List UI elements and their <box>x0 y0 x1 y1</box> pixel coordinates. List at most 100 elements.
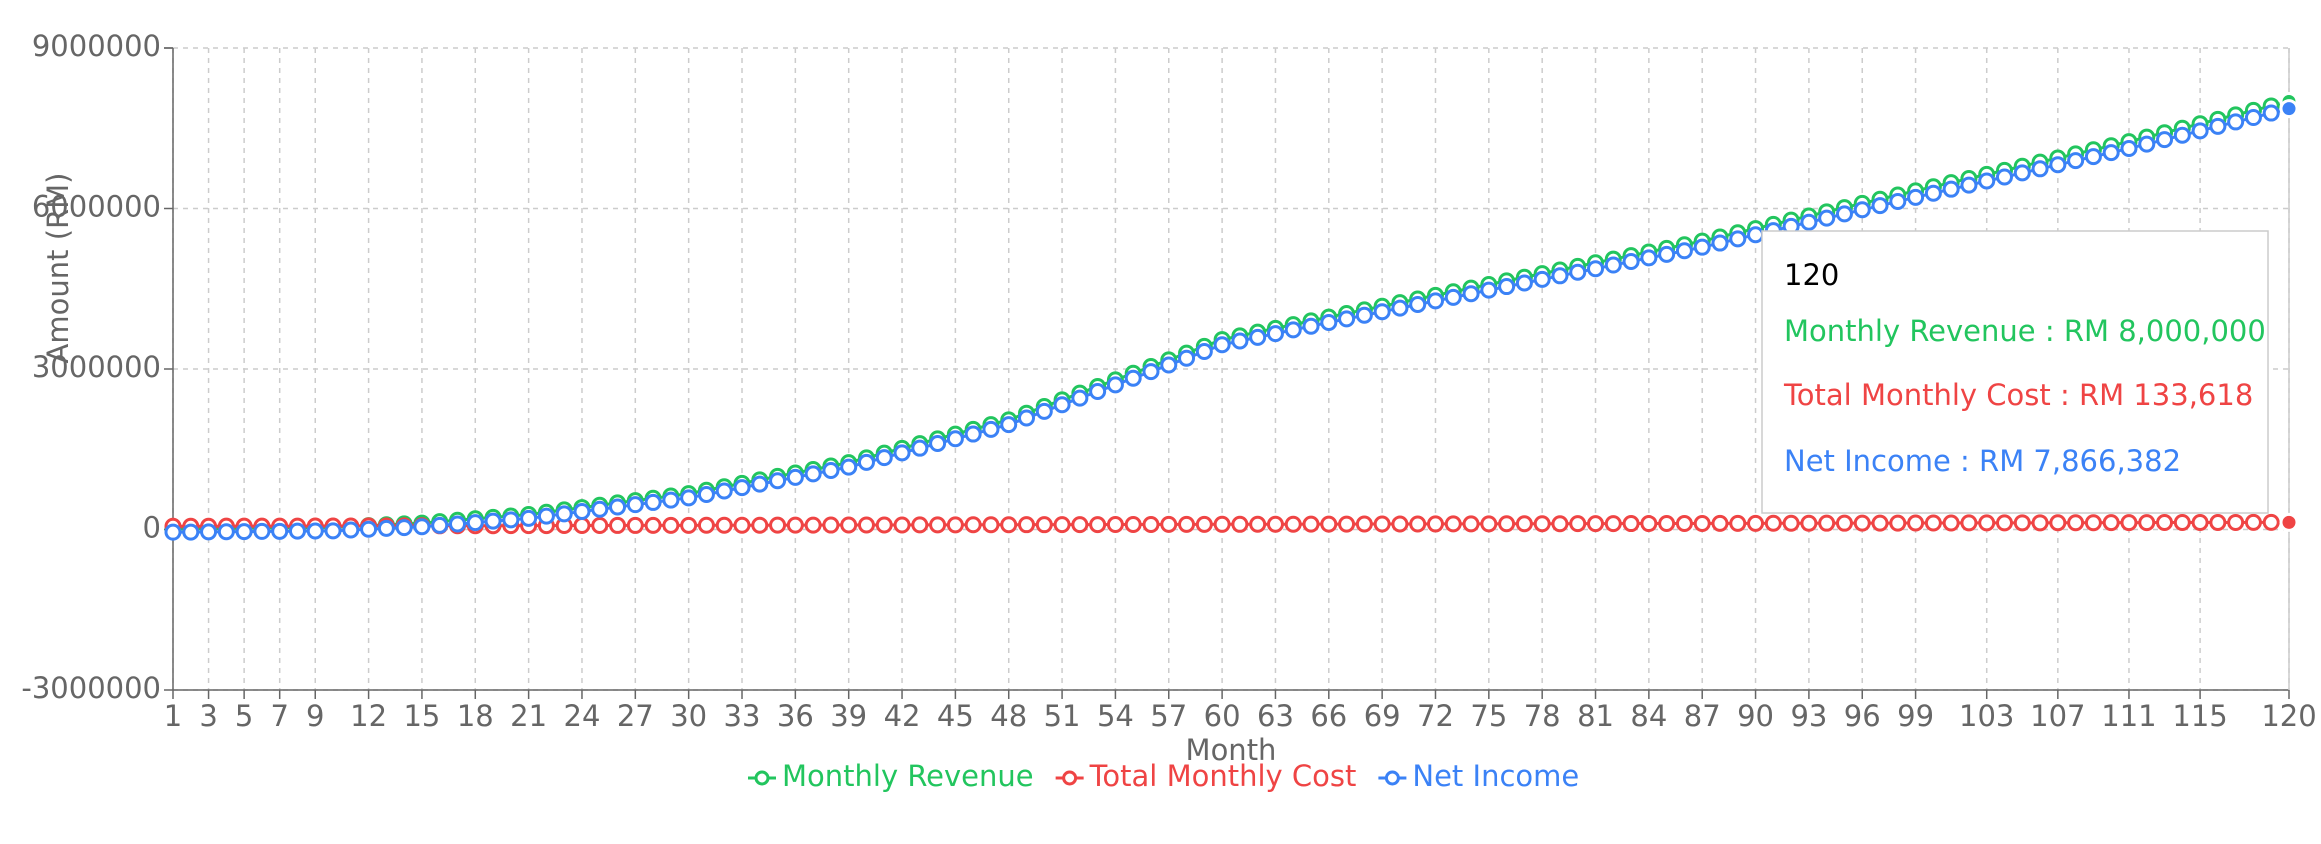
x-tick-label: 120 <box>2261 699 2316 733</box>
dot <box>1640 515 1658 533</box>
dot <box>591 516 609 534</box>
dot <box>626 496 644 514</box>
dot <box>1106 376 1124 394</box>
dot <box>1462 285 1480 303</box>
dot <box>893 516 911 534</box>
active-dot <box>2279 512 2299 532</box>
dot <box>1089 516 1107 534</box>
x-tick-label: 27 <box>617 699 654 733</box>
dot <box>1071 516 1089 534</box>
dot <box>786 516 804 534</box>
dot <box>1338 310 1356 328</box>
dot <box>413 518 431 536</box>
dot <box>2244 513 2262 531</box>
legend-label: Total Monthly Cost <box>1089 759 1357 793</box>
dot <box>1142 515 1160 533</box>
dot <box>1195 515 1213 533</box>
dot <box>964 516 982 534</box>
tooltip-box <box>1761 230 2269 514</box>
dot <box>2191 122 2209 140</box>
x-tick-label: 111 <box>2101 699 2156 733</box>
dot <box>733 516 751 534</box>
tooltip: 120 Monthly Revenue : RM 8,000,000 Total M… <box>1761 230 2269 514</box>
dot <box>662 516 680 534</box>
dot <box>306 522 324 540</box>
x-tick-label: 60 <box>1204 699 1241 733</box>
dot <box>1924 514 1942 532</box>
legend-label: Monthly Revenue <box>782 759 1034 793</box>
dot <box>1818 514 1836 532</box>
x-tick-label: 3 <box>199 699 217 733</box>
dot <box>929 435 947 453</box>
dot <box>1338 515 1356 533</box>
dot <box>253 522 271 540</box>
dot <box>1658 515 1676 533</box>
dot <box>982 516 1000 534</box>
x-tick-label: 5 <box>235 699 253 733</box>
dot <box>1498 515 1516 533</box>
x-tick-label: 78 <box>1524 699 1561 733</box>
dot <box>1391 299 1409 317</box>
dot <box>1480 515 1498 533</box>
dot <box>1747 226 1765 244</box>
dot <box>1889 514 1907 532</box>
x-tick-label: 7 <box>270 699 288 733</box>
dot <box>1320 515 1338 533</box>
dot <box>2120 139 2138 157</box>
tooltip-item: Monthly Revenue : RM 8,000,000 <box>1784 314 2266 348</box>
dot <box>2084 148 2102 166</box>
dot <box>1018 516 1036 534</box>
dot <box>680 516 698 534</box>
dot <box>769 516 787 534</box>
dot <box>1178 349 1196 367</box>
dot <box>2156 131 2174 149</box>
dot <box>662 491 680 509</box>
dot <box>751 516 769 534</box>
dot <box>1000 516 1018 534</box>
dot <box>929 516 947 534</box>
dot <box>2013 514 2031 532</box>
dot <box>1249 328 1267 346</box>
dot <box>1747 514 1765 532</box>
dot <box>1764 514 1782 532</box>
dot <box>200 523 218 541</box>
dot <box>2120 514 2138 532</box>
dot <box>1924 184 1942 202</box>
dot <box>1124 516 1142 534</box>
dot <box>857 453 875 471</box>
dot <box>1942 180 1960 198</box>
x-tick-label: 63 <box>1257 699 1294 733</box>
dot <box>2156 514 2174 532</box>
dot <box>182 523 200 541</box>
dot <box>520 509 538 527</box>
x-tick-label: 45 <box>937 699 974 733</box>
y-tick-label: 6000000 <box>32 190 161 224</box>
legend-icon-dot <box>1062 770 1078 786</box>
legend-icon-dot <box>1384 770 1400 786</box>
dot <box>2209 513 2227 531</box>
dot <box>288 522 306 540</box>
dot <box>875 449 893 467</box>
dot <box>1551 515 1569 533</box>
dot <box>733 479 751 497</box>
dot <box>1462 515 1480 533</box>
x-tick-label: 81 <box>1577 699 1614 733</box>
dot <box>449 515 467 533</box>
dot <box>2049 514 2067 532</box>
dot <box>1533 515 1551 533</box>
dot <box>2209 117 2227 135</box>
dot <box>1960 176 1978 194</box>
dot <box>1907 188 1925 206</box>
dot <box>964 425 982 443</box>
dot <box>484 512 502 530</box>
dot <box>1622 253 1640 271</box>
dot <box>555 505 573 523</box>
dot <box>2084 514 2102 532</box>
dot <box>680 489 698 507</box>
x-tick-label: 1 <box>164 699 182 733</box>
dot <box>1284 515 1302 533</box>
legend: Monthly Revenue Total Monthly Cost Net Inc… <box>748 759 1579 793</box>
x-tick-label: 24 <box>564 699 601 733</box>
dot <box>2013 164 2031 182</box>
